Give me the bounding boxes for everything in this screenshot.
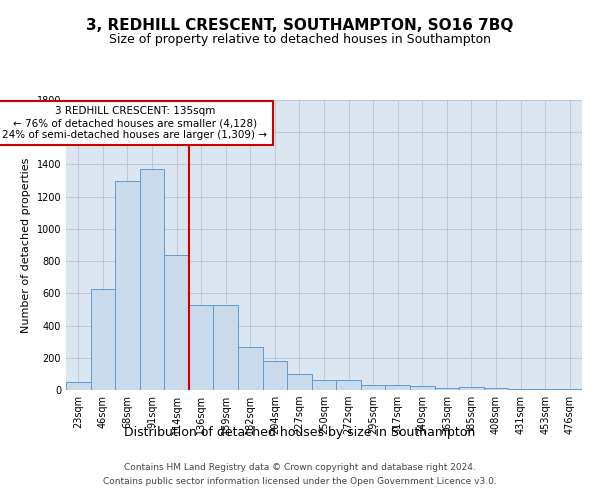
Bar — [410, 386, 434, 390]
Bar — [508, 388, 533, 390]
Bar — [385, 385, 410, 390]
Bar — [287, 374, 312, 390]
Text: 3 REDHILL CRESCENT: 135sqm
← 76% of detached houses are smaller (4,128)
24% of s: 3 REDHILL CRESCENT: 135sqm ← 76% of deta… — [2, 106, 267, 140]
Bar — [336, 380, 361, 390]
Text: Distribution of detached houses by size in Southampton: Distribution of detached houses by size … — [124, 426, 476, 439]
Bar — [164, 254, 189, 390]
Bar — [361, 385, 385, 390]
Y-axis label: Number of detached properties: Number of detached properties — [21, 158, 31, 332]
Bar — [312, 380, 336, 390]
Bar — [533, 389, 557, 390]
Bar — [115, 180, 140, 390]
Bar — [214, 304, 238, 390]
Bar — [484, 388, 508, 390]
Text: Contains HM Land Registry data © Crown copyright and database right 2024.: Contains HM Land Registry data © Crown c… — [124, 464, 476, 472]
Text: Contains public sector information licensed under the Open Government Licence v3: Contains public sector information licen… — [103, 477, 497, 486]
Bar — [140, 170, 164, 390]
Bar — [189, 304, 214, 390]
Bar — [238, 346, 263, 390]
Bar — [557, 389, 582, 390]
Bar — [263, 361, 287, 390]
Bar — [66, 382, 91, 390]
Text: 3, REDHILL CRESCENT, SOUTHAMPTON, SO16 7BQ: 3, REDHILL CRESCENT, SOUTHAMPTON, SO16 7… — [86, 18, 514, 32]
Bar — [434, 388, 459, 390]
Text: Size of property relative to detached houses in Southampton: Size of property relative to detached ho… — [109, 32, 491, 46]
Bar — [91, 288, 115, 390]
Bar — [459, 387, 484, 390]
